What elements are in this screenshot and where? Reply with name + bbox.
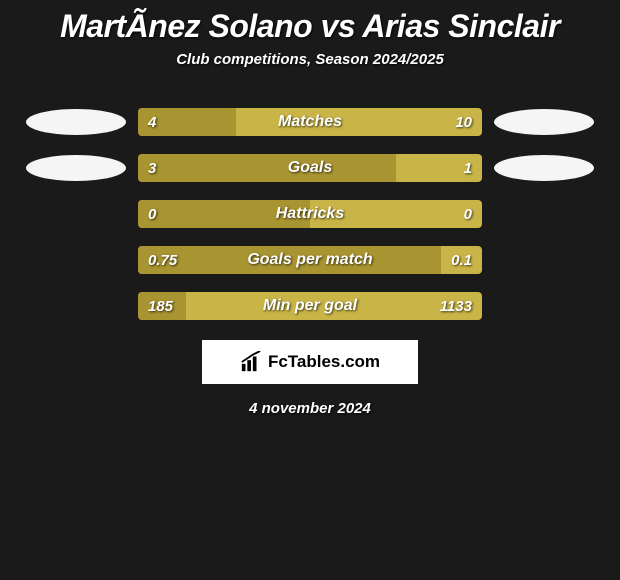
right-value: 1133 xyxy=(440,292,472,320)
stats-list: Matches4 10 Goals3 1 Hattricks0 0 Goals per ma… xyxy=(0,108,620,320)
subtitle: Club competitions, Season 2024/2025 xyxy=(0,51,620,68)
team-ellipse-icon xyxy=(494,109,594,135)
stat-row: Matches4 10 xyxy=(0,108,620,136)
left-team-badge xyxy=(24,109,128,135)
stat-label: Matches xyxy=(138,108,482,136)
stat-label: Goals xyxy=(138,154,482,182)
right-value: 10 xyxy=(455,108,472,136)
stat-label: Goals per match xyxy=(138,246,482,274)
right-team-badge xyxy=(492,155,596,181)
stat-row: Goals3 1 xyxy=(0,154,620,182)
team-ellipse-icon xyxy=(494,155,594,181)
right-team-badge xyxy=(492,109,596,135)
stat-bar: Goals per match0.75 0.1 xyxy=(138,246,482,274)
left-value: 3 xyxy=(148,154,156,182)
team-ellipse-icon xyxy=(26,155,126,181)
left-value: 0.75 xyxy=(148,246,177,274)
comparison-card: MartÃnez Solano vs Arias Sinclair Club c… xyxy=(0,0,620,417)
date-label: 4 november 2024 xyxy=(0,400,620,417)
branding-badge: FcTables.com xyxy=(202,340,418,384)
stat-row: Hattricks0 0 xyxy=(0,200,620,228)
right-value: 0.1 xyxy=(451,246,472,274)
left-value: 4 xyxy=(148,108,156,136)
stat-row: Min per goal185 1133 xyxy=(0,292,620,320)
left-value: 185 xyxy=(148,292,173,320)
left-value: 0 xyxy=(148,200,156,228)
stat-bar: Min per goal185 1133 xyxy=(138,292,482,320)
stat-bar: Goals3 1 xyxy=(138,154,482,182)
stat-label: Hattricks xyxy=(138,200,482,228)
page-title: MartÃnez Solano vs Arias Sinclair xyxy=(0,8,620,45)
branding-text: FcTables.com xyxy=(268,352,380,372)
left-team-badge xyxy=(24,155,128,181)
stat-bar: Matches4 10 xyxy=(138,108,482,136)
right-value: 1 xyxy=(464,154,472,182)
bar-chart-icon xyxy=(240,351,262,373)
right-value: 0 xyxy=(464,200,472,228)
team-ellipse-icon xyxy=(26,109,126,135)
stat-row: Goals per match0.75 0.1 xyxy=(0,246,620,274)
stat-label: Min per goal xyxy=(138,292,482,320)
stat-bar: Hattricks0 0 xyxy=(138,200,482,228)
